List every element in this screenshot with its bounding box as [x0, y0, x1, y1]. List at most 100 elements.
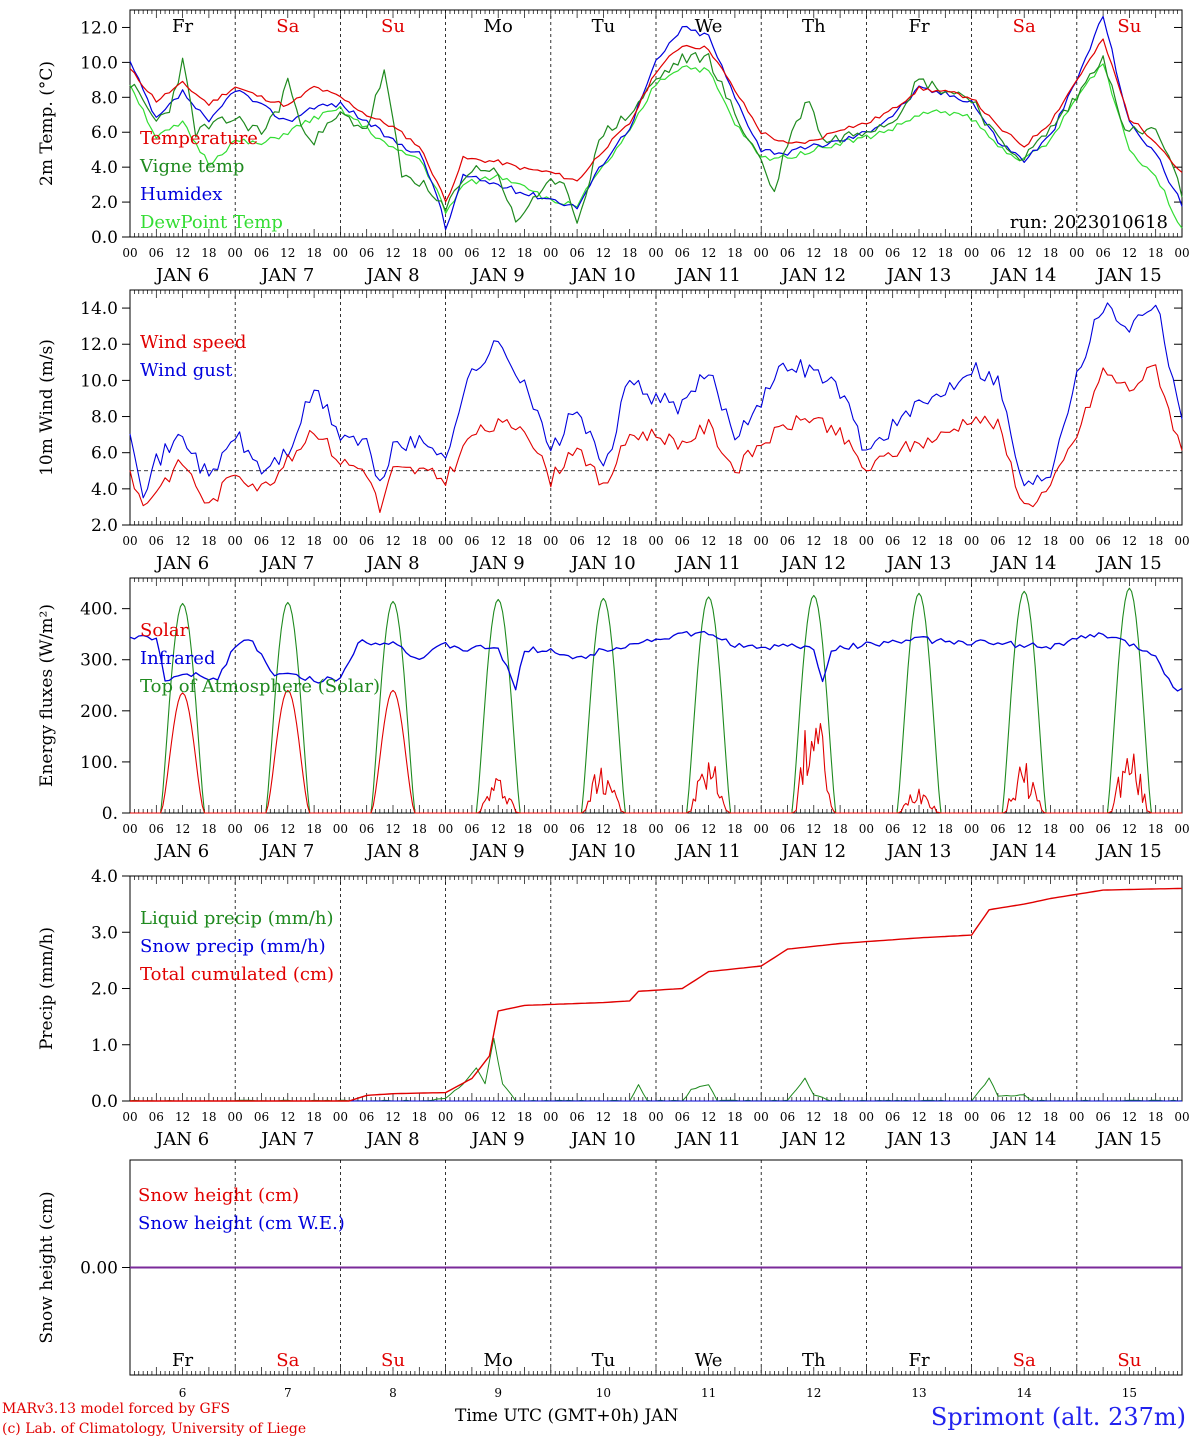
hour-tick-label: 18: [1148, 246, 1163, 260]
y-tick-label: 4.0: [91, 158, 118, 178]
hour-tick-label: 18: [938, 534, 953, 548]
time-axis-ticks: [129, 1367, 1183, 1375]
hour-tick-label: 06: [990, 246, 1005, 260]
hour-tick-label: 06: [254, 246, 269, 260]
y-tick-label: 6.0: [91, 444, 118, 464]
hour-tick-label: 06: [359, 822, 374, 836]
y-tick-label: 4.0: [91, 480, 118, 500]
hour-tick-label: 12: [385, 534, 400, 548]
hour-tick-label: 06: [885, 822, 900, 836]
day-number: 12: [806, 1386, 821, 1400]
hour-tick-label: 06: [885, 534, 900, 548]
legend-entry: Snow precip (mm/h): [140, 936, 326, 957]
date-label: JAN 7: [259, 1129, 314, 1150]
hour-tick-label: 18: [622, 246, 637, 260]
hour-tick-label: 12: [280, 534, 295, 548]
hour-tick-label: 18: [938, 246, 953, 260]
day-name: We: [695, 16, 723, 37]
hour-tick-label: 00: [122, 1110, 137, 1124]
hour-tick-label: 00: [333, 246, 348, 260]
day-number: 15: [1122, 1386, 1137, 1400]
hour-tick-label: 12: [175, 1110, 190, 1124]
hour-tick-label: 00: [859, 822, 874, 836]
legend-entry: Infrared: [140, 648, 215, 669]
day-name: Sa: [276, 1350, 299, 1371]
hour-tick-label: 18: [622, 822, 637, 836]
hour-tick-label: 12: [701, 534, 716, 548]
date-label: JAN 12: [780, 1129, 847, 1150]
hour-tick-label: 18: [306, 822, 321, 836]
day-name: Sa: [1013, 1350, 1036, 1371]
hour-tick-label: 00: [438, 534, 453, 548]
day-name: Fr: [172, 16, 193, 37]
day-number: 7: [284, 1386, 292, 1400]
legend-entry: Top of Atmosphere (Solar): [140, 676, 380, 697]
credit-line-1: MARv3.13 model forced by GFS: [2, 1401, 231, 1417]
date-label: JAN 15: [1095, 1129, 1162, 1150]
hour-tick-label: 18: [1043, 246, 1058, 260]
hour-tick-label: 06: [990, 534, 1005, 548]
date-label: JAN 14: [990, 841, 1057, 862]
series-line: [129, 630, 1183, 692]
hour-tick-label: 00: [333, 1110, 348, 1124]
hour-tick-label: 06: [675, 822, 690, 836]
hour-tick-label: 12: [491, 822, 506, 836]
hour-tick-label: 18: [1148, 534, 1163, 548]
date-label: JAN 7: [259, 553, 314, 574]
hour-tick-label: 00: [648, 534, 663, 548]
hour-tick-label: 18: [1043, 1110, 1058, 1124]
hour-tick-label: 00: [648, 1110, 663, 1124]
hour-tick-label: 12: [1122, 534, 1137, 548]
y-tick-label: 100.: [80, 753, 118, 773]
hour-tick-label: 12: [701, 1110, 716, 1124]
hour-tick-label: 12: [911, 246, 926, 260]
hour-tick-label: 12: [1122, 1110, 1137, 1124]
hour-tick-label: 12: [280, 1110, 295, 1124]
day-name: Fr: [172, 1350, 193, 1371]
hour-tick-label: 18: [412, 1110, 427, 1124]
hour-tick-label: 00: [438, 822, 453, 836]
hour-tick-label: 06: [149, 246, 164, 260]
hour-tick-label: 18: [832, 1110, 847, 1124]
hour-tick-label: 12: [1017, 534, 1032, 548]
hour-tick-label: 06: [675, 1110, 690, 1124]
hour-tick-label: 12: [385, 822, 400, 836]
hour-tick-label: 00: [228, 822, 243, 836]
hour-tick-label: 06: [780, 822, 795, 836]
hour-tick-label: 00: [648, 822, 663, 836]
hour-tick-label: 00: [438, 246, 453, 260]
hour-tick-label: 12: [806, 534, 821, 548]
hour-tick-label: 12: [175, 246, 190, 260]
y-axis-label: 2m Temp. (°C): [37, 61, 57, 186]
hour-tick-label: 12: [385, 246, 400, 260]
hour-tick-label: 06: [780, 246, 795, 260]
y-tick-label: 12.0: [80, 335, 118, 355]
hour-tick-label: 06: [569, 246, 584, 260]
hour-tick-label: 12: [911, 1110, 926, 1124]
day-name: Sa: [276, 16, 299, 37]
day-name: Tu: [592, 1350, 616, 1371]
date-label: JAN 12: [780, 553, 847, 574]
hour-tick-label: 06: [675, 246, 690, 260]
legend-entry: Wind speed: [140, 332, 246, 353]
date-label: JAN 11: [674, 553, 741, 574]
y-tick-label: 3.0: [91, 923, 118, 943]
hour-tick-label: 00: [333, 534, 348, 548]
date-label: JAN 10: [569, 265, 636, 286]
hour-tick-label: 18: [306, 1110, 321, 1124]
hour-tick-label: 06: [569, 822, 584, 836]
hour-tick-label: 00: [1069, 246, 1084, 260]
hour-tick-label: 06: [1095, 1110, 1110, 1124]
y-tick-label: 400.: [80, 600, 118, 620]
y-tick-label: 6.0: [91, 123, 118, 143]
legend-entry: Snow height (cm W.E.): [138, 1213, 345, 1234]
hour-tick-label: 18: [201, 246, 216, 260]
hour-tick-label: 06: [149, 1110, 164, 1124]
hour-tick-label: 00: [1174, 1110, 1189, 1124]
hour-tick-label: 00: [543, 534, 558, 548]
date-label: JAN 8: [364, 1129, 419, 1150]
time-axis-ticks: [129, 10, 1183, 237]
hour-tick-label: 12: [701, 246, 716, 260]
hour-tick-label: 18: [832, 534, 847, 548]
